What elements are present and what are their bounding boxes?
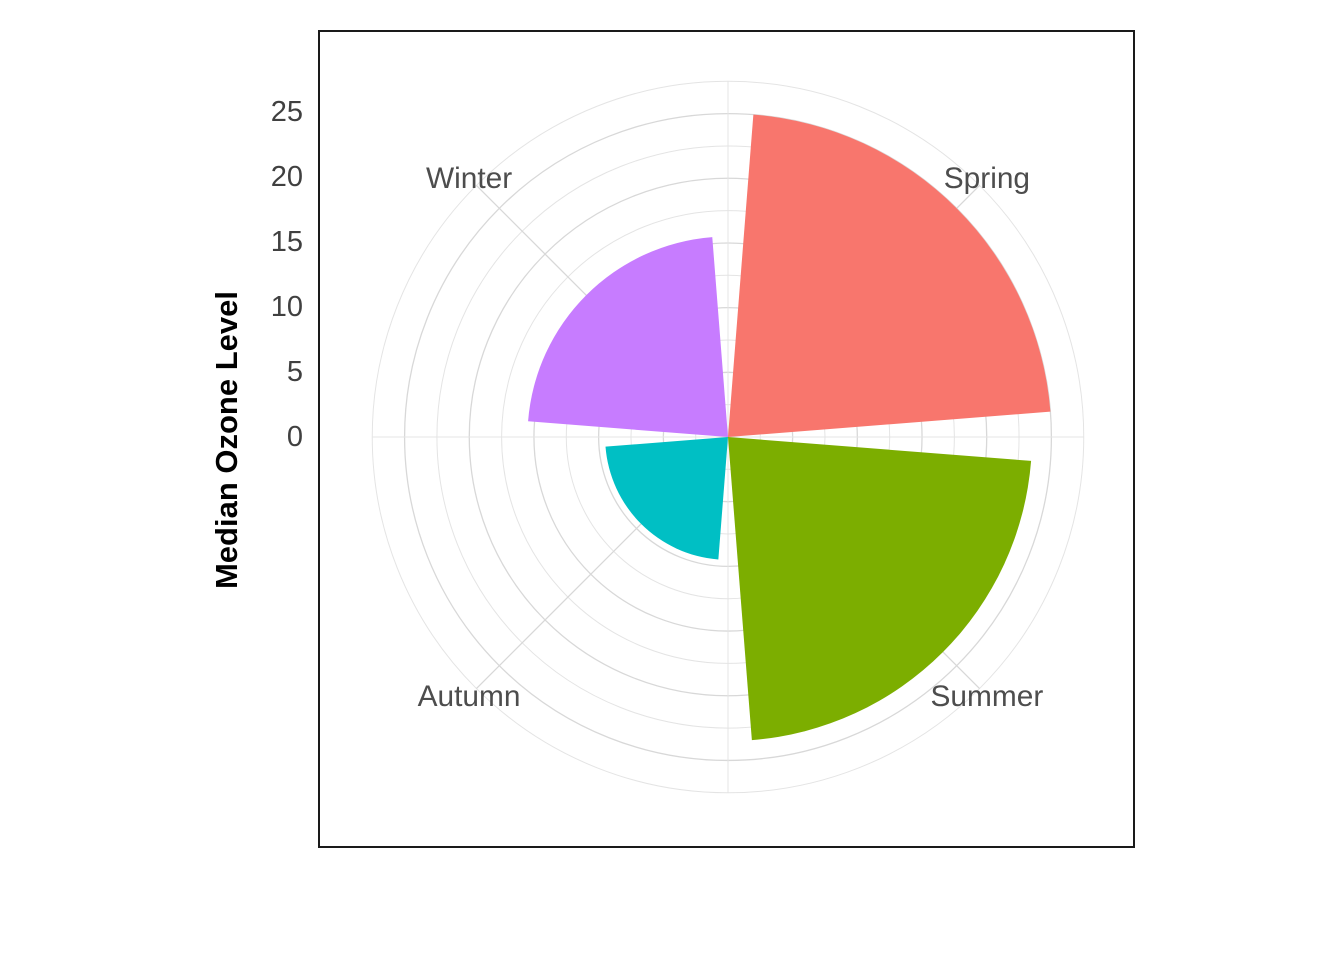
bar-sector-winter <box>528 237 728 438</box>
radial-tick-label: 10 <box>270 291 303 323</box>
radial-tick-label: 5 <box>286 356 303 388</box>
bar-sector-autumn <box>605 437 728 560</box>
plot-panel: Spring Summer Autumn Winter <box>318 30 1135 848</box>
bar-sector-spring <box>727 114 1051 438</box>
category-label-autumn: Autumn <box>418 680 521 713</box>
radial-tick-label: 25 <box>270 96 303 128</box>
category-label-summer: Summer <box>931 680 1044 713</box>
radial-tick-label: 0 <box>286 421 303 453</box>
category-label-winter: Winter <box>426 162 512 195</box>
category-label-spring: Spring <box>944 162 1030 195</box>
polar-chart-canvas: Spring Summer Autumn Winter <box>371 80 1085 794</box>
bar-sector-summer <box>727 437 1032 741</box>
radial-tick-label: 15 <box>270 226 303 258</box>
radial-tick-label: 20 <box>270 161 303 193</box>
